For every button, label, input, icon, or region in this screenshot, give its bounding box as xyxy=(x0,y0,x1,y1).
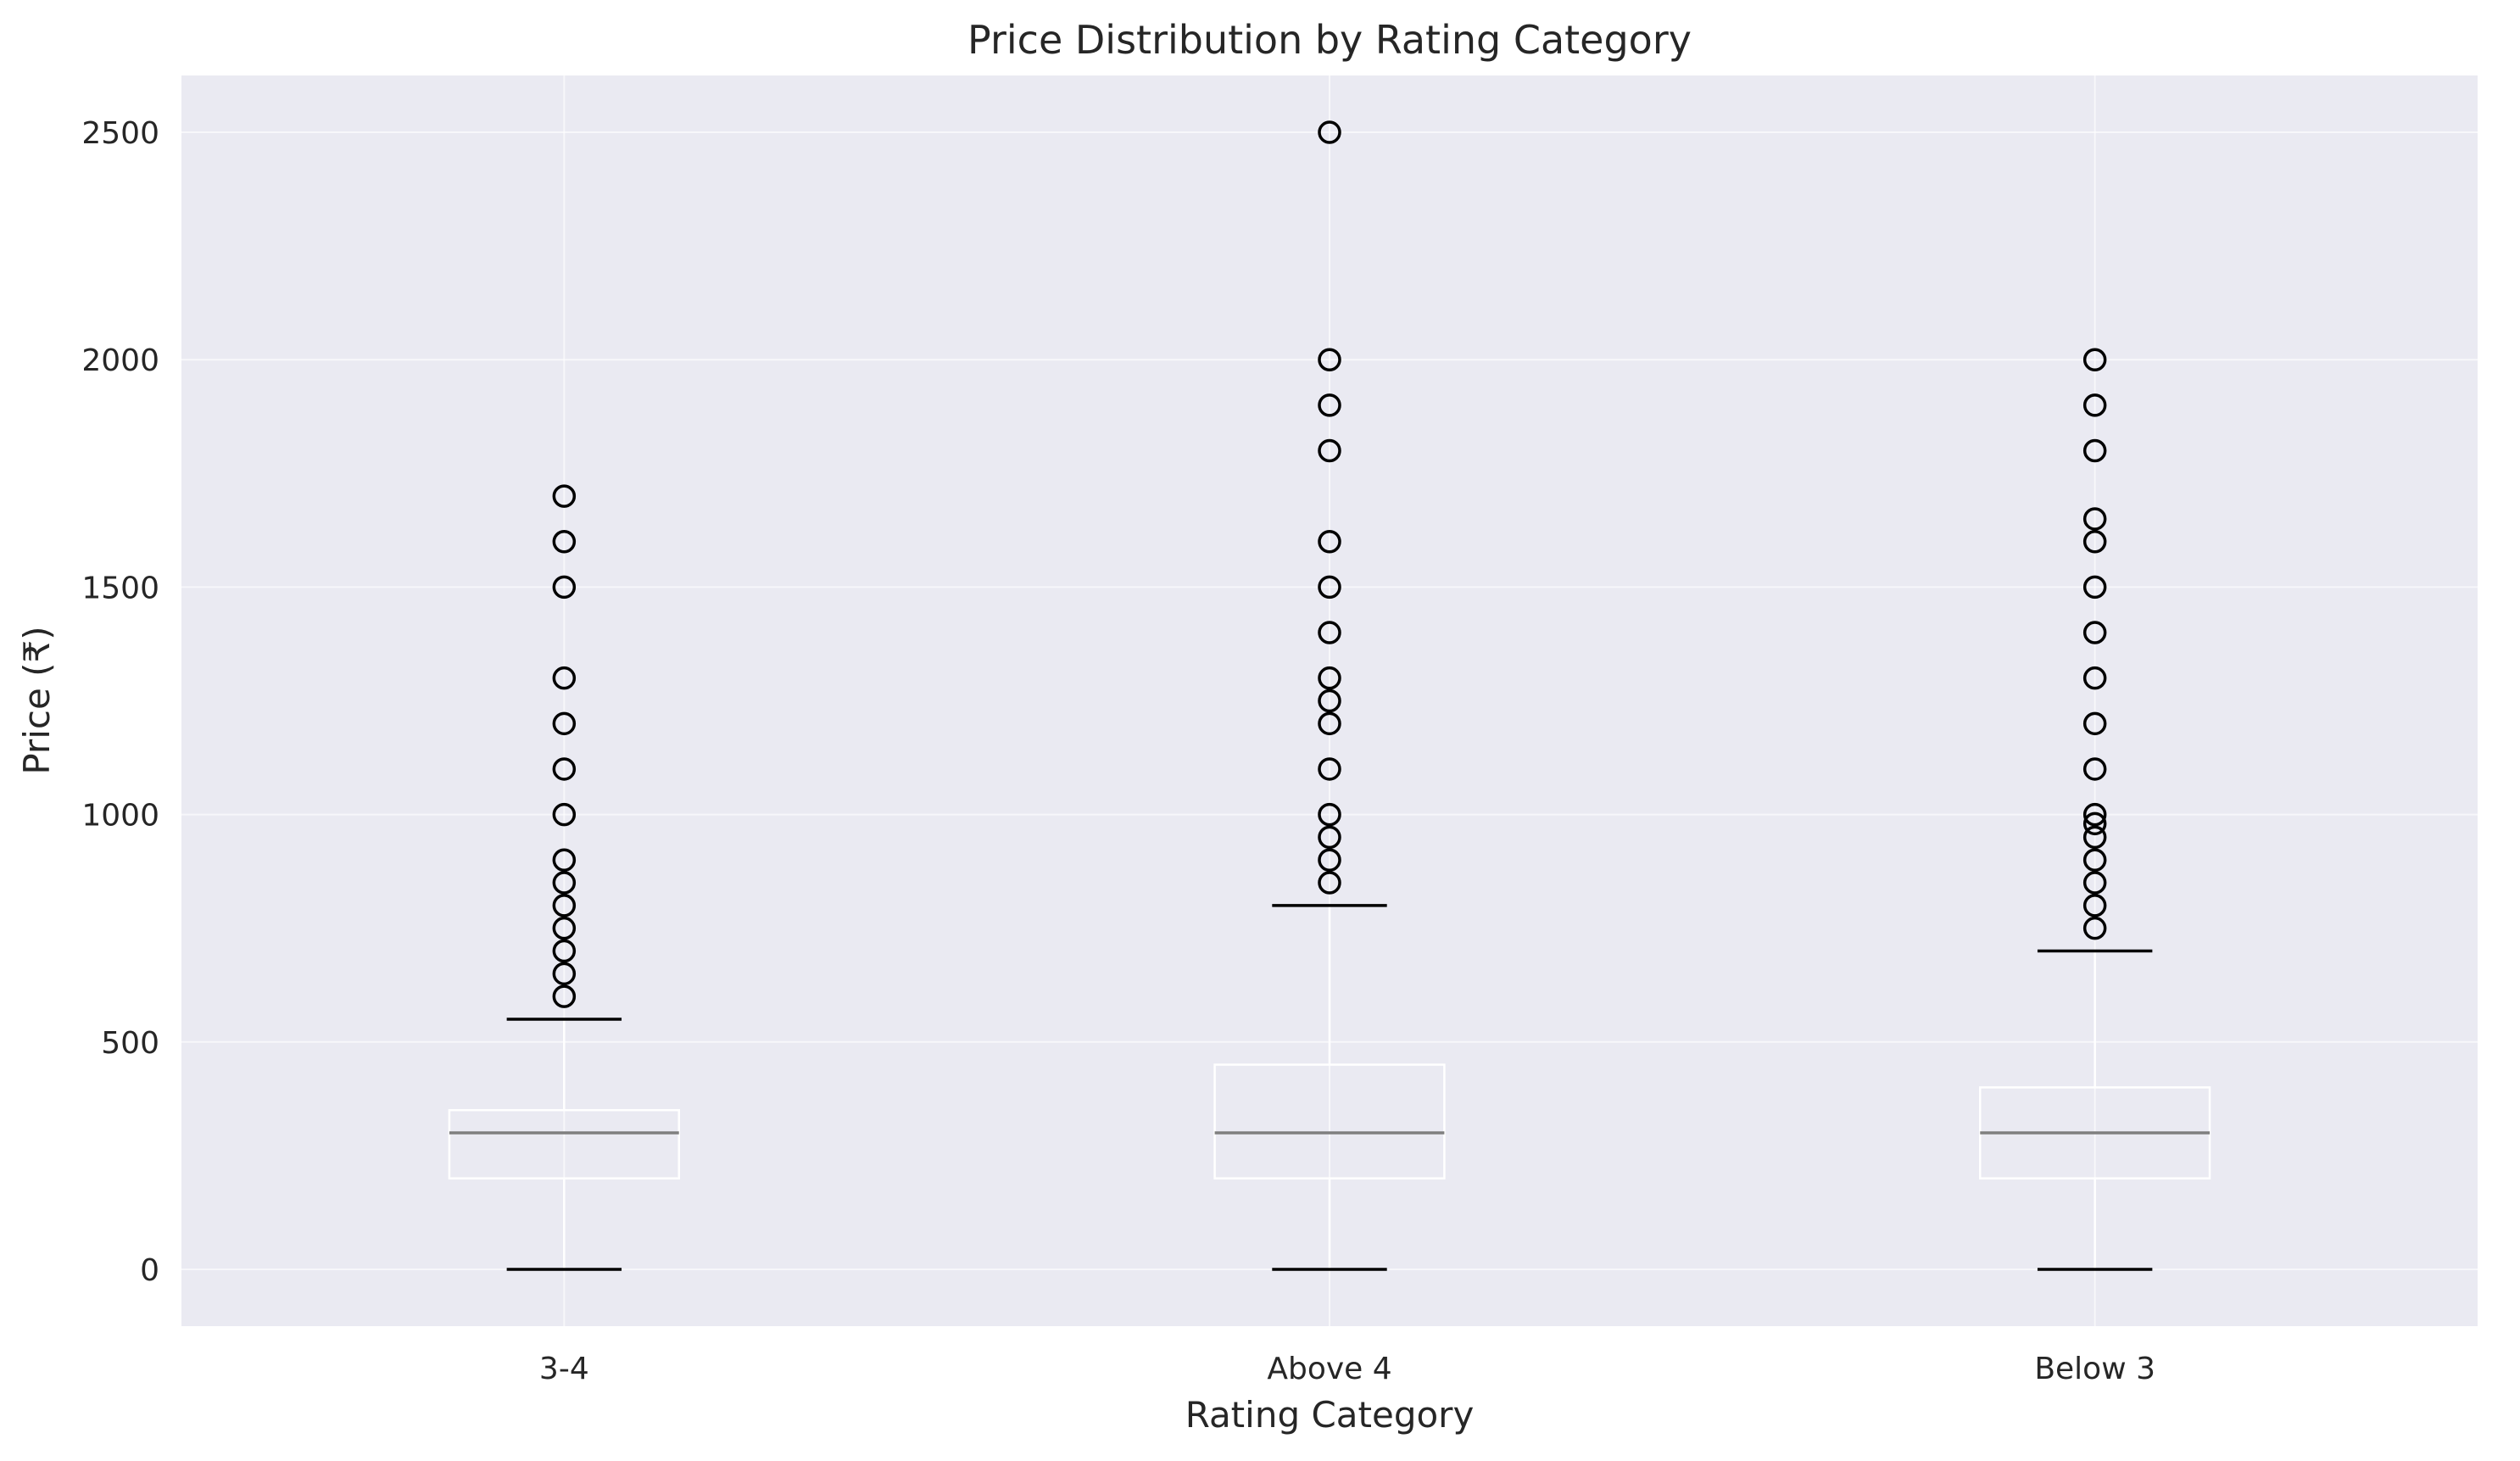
outlier-point xyxy=(1318,575,1341,599)
outlier-point xyxy=(1318,871,1341,895)
box-group xyxy=(1213,120,1446,1271)
y-tick-label: 500 xyxy=(101,1026,159,1061)
y-axis-ticks: 0 500 1000 1500 2000 2500 xyxy=(81,116,159,1288)
outlier-point xyxy=(1318,393,1341,417)
iqr-box xyxy=(1213,1063,1446,1179)
outlier-point xyxy=(2082,530,2107,554)
outlier-point xyxy=(552,530,577,554)
y-tick-label: 1000 xyxy=(81,799,159,834)
y-tick-label: 1500 xyxy=(81,571,159,605)
outlier-point xyxy=(2082,757,2107,781)
outlier-point xyxy=(2082,507,2107,531)
x-tick-label: 3-4 xyxy=(539,1352,589,1386)
outlier-point xyxy=(552,984,577,1008)
outlier-point xyxy=(552,757,577,781)
outlier-point xyxy=(552,575,577,599)
outlier-point xyxy=(2082,666,2107,690)
outlier-point xyxy=(2082,575,2107,599)
outlier-point xyxy=(1318,689,1341,713)
outlier-point xyxy=(552,962,577,986)
outlier-point xyxy=(1318,120,1341,144)
outlier-point xyxy=(2082,621,2107,644)
outlier-point xyxy=(552,484,577,508)
outlier-point xyxy=(552,894,577,917)
x-tick-label: Above 4 xyxy=(1267,1352,1391,1386)
chart-title: Price Distribution by Rating Category xyxy=(967,17,1692,63)
outlier-point xyxy=(2082,825,2107,850)
y-axis-label: Price (₹) xyxy=(16,626,58,774)
box-group xyxy=(448,484,680,1271)
outlier-point xyxy=(2082,916,2107,940)
y-tick-label: 2000 xyxy=(81,343,159,378)
boxes-layer xyxy=(448,120,2211,1271)
outlier-point xyxy=(1318,711,1341,736)
outlier-point xyxy=(2082,348,2107,371)
iqr-box xyxy=(448,1108,680,1179)
outlier-point xyxy=(2082,811,2107,836)
outlier-point xyxy=(1318,438,1341,463)
outlier-point xyxy=(2082,393,2107,417)
outlier-point xyxy=(2082,711,2107,736)
outlier-point xyxy=(552,802,577,827)
outlier-point xyxy=(2082,802,2107,827)
outlier-point xyxy=(1318,666,1341,690)
y-tick-label: 0 xyxy=(140,1253,159,1288)
outlier-point xyxy=(1318,825,1341,850)
x-axis-ticks: 3-4 Above 4 Below 3 xyxy=(539,1352,2155,1386)
y-tick-label: 2500 xyxy=(81,116,159,151)
x-axis-label: Rating Category xyxy=(1185,1394,1475,1436)
outlier-point xyxy=(552,711,577,736)
outlier-point xyxy=(2082,871,2107,895)
outlier-point xyxy=(1318,757,1341,781)
x-tick-label: Below 3 xyxy=(2034,1352,2155,1386)
outlier-point xyxy=(1318,802,1341,827)
outlier-point xyxy=(552,916,577,940)
outlier-point xyxy=(1318,621,1341,644)
box-group xyxy=(1979,348,2211,1271)
outlier-point xyxy=(1318,348,1341,371)
outlier-point xyxy=(552,848,577,872)
outlier-point xyxy=(2082,438,2107,463)
outlier-point xyxy=(1318,848,1341,872)
outlier-point xyxy=(552,666,577,690)
outlier-point xyxy=(2082,894,2107,917)
outlier-point xyxy=(552,939,577,963)
outlier-point xyxy=(1318,530,1341,554)
outlier-point xyxy=(552,871,577,895)
outlier-point xyxy=(2082,848,2107,872)
